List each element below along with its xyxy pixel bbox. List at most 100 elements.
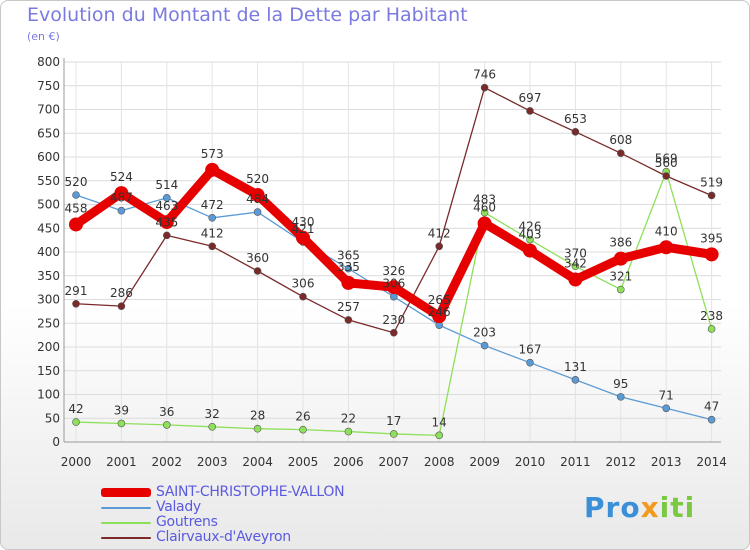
data-label: 36 <box>159 405 174 419</box>
data-point <box>163 231 171 240</box>
data-label: 42 <box>68 402 83 416</box>
data-label: 410 <box>655 224 678 238</box>
data-label: 203 <box>473 326 496 340</box>
data-label: 17 <box>386 414 401 428</box>
data-point <box>662 404 671 413</box>
x-tick-label: 2012 <box>606 455 637 469</box>
data-label: 26 <box>295 410 310 424</box>
data-label: 426 <box>519 220 542 234</box>
data-label: 365 <box>337 249 360 263</box>
data-point <box>296 230 310 245</box>
legend-label: Valady <box>156 499 201 515</box>
data-label: 412 <box>428 226 451 240</box>
data-label: 697 <box>519 91 542 105</box>
y-tick-label: 400 <box>37 245 60 259</box>
data-point <box>707 325 716 333</box>
data-label: 520 <box>65 175 88 189</box>
data-label: 370 <box>564 246 587 260</box>
y-tick-label: 300 <box>37 293 60 307</box>
data-point <box>571 375 580 384</box>
data-label: 435 <box>155 215 178 229</box>
legend-label: Clairvaux-d'Aveyron <box>156 529 291 545</box>
data-point <box>526 107 534 115</box>
data-label: 386 <box>609 236 632 250</box>
data-label: 257 <box>337 300 360 314</box>
y-tick-label: 200 <box>37 340 60 354</box>
legend-swatch <box>101 507 151 509</box>
x-tick-label: 2006 <box>333 455 364 469</box>
data-label: 335 <box>337 260 360 274</box>
data-point <box>616 149 625 157</box>
data-point <box>208 422 216 431</box>
x-tick-label: 2004 <box>242 455 273 469</box>
legend-swatch <box>101 537 151 539</box>
data-label: 746 <box>473 68 496 82</box>
data-point <box>435 242 444 251</box>
data-label: 246 <box>428 305 451 319</box>
data-point <box>344 316 353 324</box>
data-point <box>72 299 80 308</box>
x-tick-label: 2013 <box>651 455 682 469</box>
data-label: 321 <box>609 270 632 284</box>
x-tick-label: 2000 <box>61 455 92 469</box>
data-label: 524 <box>110 170 133 184</box>
y-tick-label: 350 <box>37 269 60 283</box>
data-point <box>205 162 220 177</box>
data-point <box>114 186 129 201</box>
data-point <box>344 427 353 436</box>
data-point <box>299 292 307 301</box>
data-label: 167 <box>519 343 542 357</box>
data-point <box>389 430 398 438</box>
data-point <box>117 419 126 428</box>
legend-label: Goutrens <box>156 514 218 530</box>
data-label: 326 <box>382 264 405 278</box>
data-point <box>526 235 534 244</box>
data-point <box>571 128 580 136</box>
data-point <box>389 292 398 301</box>
data-label: 265 <box>428 293 451 307</box>
data-label: 32 <box>205 407 220 421</box>
data-label: 463 <box>155 199 178 213</box>
data-label: 230 <box>382 313 405 327</box>
x-tick-label: 2003 <box>197 455 228 469</box>
y-tick-label: 600 <box>37 150 60 164</box>
data-label: 514 <box>155 178 178 192</box>
x-tick-label: 2011 <box>560 455 591 469</box>
data-point <box>163 194 171 202</box>
data-label: 14 <box>432 415 447 429</box>
y-tick-label: 500 <box>37 198 60 212</box>
data-label: 306 <box>292 277 315 291</box>
data-point <box>480 208 489 217</box>
data-label: 560 <box>655 156 678 170</box>
data-point <box>299 425 307 434</box>
data-point <box>253 424 262 433</box>
data-point <box>480 341 489 350</box>
data-label: 430 <box>292 215 315 229</box>
data-point <box>704 247 719 262</box>
data-point <box>659 240 674 255</box>
data-point <box>159 215 174 230</box>
data-label: 306 <box>382 277 405 291</box>
data-point <box>389 328 398 337</box>
data-point <box>707 191 716 200</box>
data-label: 569 <box>655 152 678 166</box>
data-label: 286 <box>110 286 133 300</box>
data-label: 421 <box>292 222 315 236</box>
y-tick-label: 100 <box>37 388 60 402</box>
data-label: 472 <box>201 198 224 212</box>
data-point <box>523 243 537 258</box>
data-label: 47 <box>704 400 719 414</box>
y-tick-label: 750 <box>37 79 60 93</box>
y-tick-label: 0 <box>52 435 60 449</box>
data-point <box>72 191 80 199</box>
data-point <box>69 217 83 232</box>
x-tick-label: 2010 <box>515 455 546 469</box>
y-tick-label: 250 <box>37 316 60 330</box>
data-point <box>526 358 534 367</box>
data-label: 291 <box>65 284 88 298</box>
data-point <box>253 208 262 216</box>
legend-label: SAINT-CHRISTOPHE-VALLON <box>156 484 345 500</box>
data-point <box>435 431 444 440</box>
data-point <box>72 418 80 426</box>
